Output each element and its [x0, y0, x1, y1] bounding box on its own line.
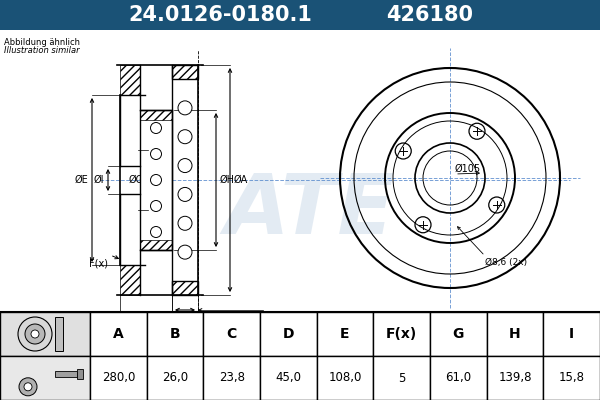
Text: ØH: ØH	[220, 175, 235, 185]
Text: ØA: ØA	[234, 175, 248, 185]
Text: ØE: ØE	[74, 175, 88, 185]
Bar	[203, 312, 260, 356]
Text: I: I	[569, 327, 574, 341]
Text: 280,0: 280,0	[101, 372, 135, 384]
Text: 23,8: 23,8	[218, 372, 245, 384]
Circle shape	[178, 158, 192, 172]
Text: F(x): F(x)	[89, 258, 108, 268]
Text: D: D	[283, 327, 294, 341]
Bar	[544, 356, 600, 400]
Text: 5: 5	[398, 372, 406, 384]
Text: ØI: ØI	[94, 175, 104, 185]
Circle shape	[151, 174, 161, 186]
Text: 139,8: 139,8	[498, 372, 532, 384]
Circle shape	[178, 245, 192, 259]
Text: B: B	[181, 312, 188, 322]
Circle shape	[151, 200, 161, 212]
Text: Ø8,6 (2x): Ø8,6 (2x)	[485, 258, 527, 267]
Bar	[544, 312, 600, 356]
Text: B: B	[170, 327, 181, 341]
Circle shape	[178, 216, 192, 230]
Bar	[430, 356, 487, 400]
Circle shape	[24, 383, 32, 391]
Bar	[0, 0, 600, 30]
Text: Illustration similar: Illustration similar	[4, 46, 80, 55]
Bar	[172, 65, 198, 79]
Bar	[203, 356, 260, 400]
Bar	[90, 312, 146, 356]
Bar	[140, 240, 172, 250]
Bar	[146, 356, 203, 400]
Text: 24.0126-0180.1: 24.0126-0180.1	[128, 5, 312, 25]
Circle shape	[19, 378, 37, 396]
Text: A: A	[113, 327, 124, 341]
Circle shape	[178, 188, 192, 202]
Bar	[373, 312, 430, 356]
Bar	[0, 312, 600, 400]
Bar	[172, 281, 198, 295]
Text: E: E	[340, 327, 350, 341]
Bar	[90, 356, 146, 400]
Text: F(x): F(x)	[386, 327, 417, 341]
Bar	[373, 356, 430, 400]
Text: Abbildung ähnlich: Abbildung ähnlich	[4, 38, 80, 47]
Bar	[260, 356, 317, 400]
Text: C (MTH): C (MTH)	[206, 312, 250, 322]
Bar	[140, 110, 172, 250]
Text: Ø105: Ø105	[455, 164, 481, 174]
Text: H: H	[509, 327, 521, 341]
Circle shape	[18, 317, 52, 351]
Text: 15,8: 15,8	[559, 372, 584, 384]
Bar	[55, 317, 63, 351]
Bar	[487, 356, 544, 400]
Text: 26,0: 26,0	[162, 372, 188, 384]
Text: G: G	[452, 327, 464, 341]
Text: 45,0: 45,0	[275, 372, 301, 384]
Bar	[317, 356, 373, 400]
Bar	[120, 65, 140, 95]
Circle shape	[31, 330, 39, 338]
Text: 61,0: 61,0	[445, 372, 472, 384]
Bar	[172, 65, 198, 79]
Bar	[260, 312, 317, 356]
Text: 108,0: 108,0	[328, 372, 362, 384]
Bar	[55, 370, 77, 377]
Bar	[487, 312, 544, 356]
Circle shape	[151, 226, 161, 238]
Bar	[77, 369, 83, 378]
Text: 426180: 426180	[386, 5, 473, 25]
Circle shape	[178, 101, 192, 115]
Bar	[172, 281, 198, 295]
Text: C: C	[227, 327, 237, 341]
Bar	[146, 312, 203, 356]
Bar	[0, 356, 90, 400]
Bar	[317, 312, 373, 356]
Circle shape	[151, 148, 161, 160]
Text: D: D	[142, 325, 150, 335]
Circle shape	[178, 130, 192, 144]
Text: ATE: ATE	[225, 170, 395, 250]
Circle shape	[151, 122, 161, 134]
Bar	[430, 312, 487, 356]
Bar	[120, 265, 140, 295]
Circle shape	[25, 324, 45, 344]
Text: ØG: ØG	[129, 175, 144, 185]
Bar	[0, 312, 90, 356]
Bar	[140, 110, 172, 120]
